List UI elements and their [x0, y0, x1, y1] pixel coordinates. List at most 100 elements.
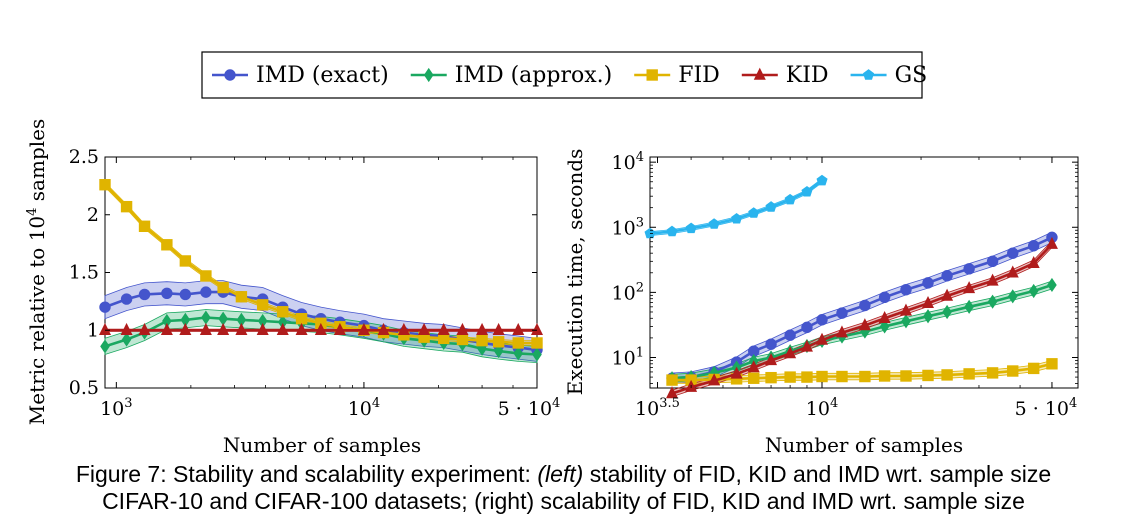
right-point-fid [986, 367, 999, 379]
left-point-kid [295, 322, 308, 335]
right-point-gs [644, 227, 656, 239]
left-point-imd-approx [493, 343, 504, 359]
left-point-kid [418, 322, 431, 335]
left-point-imd-approx [513, 346, 524, 361]
legend: IMD (exact) IMD (approx.) FID KID GS [201, 51, 928, 99]
right-point-fid [941, 369, 953, 381]
right-y-tick-label: 102 [612, 280, 644, 304]
right-line-gs [649, 179, 823, 235]
caption-left-tag: (left) [537, 461, 584, 487]
left-point-kid [314, 322, 327, 335]
left-point-kid [512, 322, 525, 335]
right-x-tick-label: 103.5 [635, 396, 680, 420]
right-point-imd-approx [879, 319, 890, 334]
right-point-imd-exact [1007, 247, 1019, 259]
left-x-tick-label: 103 [100, 396, 132, 420]
right-point-fid [922, 369, 934, 382]
left-point-kid [98, 322, 112, 335]
right-point-kid [986, 273, 999, 286]
left-y-tick-label: 1 [87, 319, 99, 341]
left-point-kid [492, 322, 505, 335]
right-point-imd-approx [1047, 277, 1057, 293]
right-point-imd-exact [816, 314, 828, 326]
right-point-gs [816, 174, 828, 186]
left-point-fid [456, 333, 469, 346]
right-y-tick-label: 103 [612, 215, 644, 239]
legend-marker-imd-approx [423, 67, 434, 83]
right-point-kid [784, 346, 797, 359]
right-point-kid [1006, 265, 1019, 278]
left-point-kid [476, 322, 489, 335]
left-y-tick-label: 2.5 [69, 146, 99, 168]
right-point-kid [816, 332, 829, 345]
left-point-imd-exact [138, 288, 151, 301]
left-point-kid [120, 322, 133, 335]
right-point-imd-exact [784, 329, 796, 341]
legend-label-imd-exact: IMD (exact) [256, 63, 389, 88]
right-point-fid [878, 370, 891, 382]
left-point-imd-exact [179, 288, 192, 301]
right-point-kid [922, 295, 935, 308]
right-point-gs [708, 218, 720, 229]
left-point-fid [161, 239, 173, 251]
right-point-fid [1027, 362, 1040, 375]
left-x-axis-label: Number of samples [223, 433, 421, 457]
right-point-imd-exact [900, 283, 912, 296]
left-x-tick-label: 5 · 104 [498, 396, 561, 420]
right-x-tick-label: 104 [806, 396, 838, 420]
left-point-fid [256, 299, 269, 311]
left-point-kid [437, 322, 450, 335]
right-point-kid [765, 353, 778, 366]
left-point-fid [476, 334, 488, 347]
right-y-axis-label: Execution time, seconds [563, 149, 587, 396]
right-point-imd-exact [963, 263, 975, 275]
legend-box [201, 51, 923, 99]
legend-marker-fid [646, 69, 658, 81]
right-point-fid [1046, 358, 1058, 370]
right-point-kid [941, 288, 954, 301]
left-point-imd-approx [121, 332, 132, 347]
left-point-fid [138, 220, 151, 233]
left-point-kid [217, 322, 230, 335]
right-point-kid [1045, 236, 1058, 249]
right-point-imd-approx [901, 314, 911, 329]
right-point-kid [963, 281, 976, 294]
left-point-kid [160, 322, 173, 335]
right-point-gs [784, 193, 796, 205]
right-plot: 101 102 103 104 103.5 104 5 · 104 Number of sa… [563, 149, 1079, 457]
left-point-kid [357, 322, 370, 335]
left-y-tick-label: 1.5 [69, 262, 99, 284]
left-point-imd-exact [161, 287, 173, 299]
left-point-fid [179, 255, 192, 267]
right-y-tick-label: 101 [612, 345, 644, 369]
right-point-gs [685, 222, 697, 234]
right-point-kid [899, 303, 912, 316]
right-y-tick-label: 104 [612, 150, 644, 174]
left-point-kid [199, 322, 212, 335]
left-point-fid [217, 281, 229, 294]
right-point-fid [963, 368, 975, 380]
left-point-kid [456, 322, 469, 335]
right-point-kid [800, 339, 813, 352]
right-point-fid [748, 372, 760, 384]
left-band-imd-approx [104, 309, 538, 364]
left-point-kid [235, 322, 248, 335]
legend-label-gs: GS [895, 63, 928, 88]
right-point-kid [666, 386, 679, 399]
right-point-gs [666, 225, 678, 237]
left-y-tick-label: 0.5 [69, 377, 99, 399]
right-band-gs [649, 177, 823, 236]
right-point-fid [765, 371, 777, 384]
right-point-kid [1027, 255, 1040, 268]
right-point-fid [900, 370, 912, 382]
figure-caption: Figure 7: Stability and scalability expe… [0, 461, 1127, 488]
right-point-kid [730, 366, 743, 379]
right-point-kid [835, 325, 848, 338]
right-point-fid [859, 370, 871, 383]
left-point-kid [377, 322, 390, 335]
left-point-kid [333, 322, 346, 335]
right-point-imd-exact [859, 299, 871, 312]
right-point-imd-exact [986, 255, 999, 268]
left-x-tick-label: 104 [348, 396, 380, 420]
left-y-tick-label: 2 [87, 204, 99, 226]
